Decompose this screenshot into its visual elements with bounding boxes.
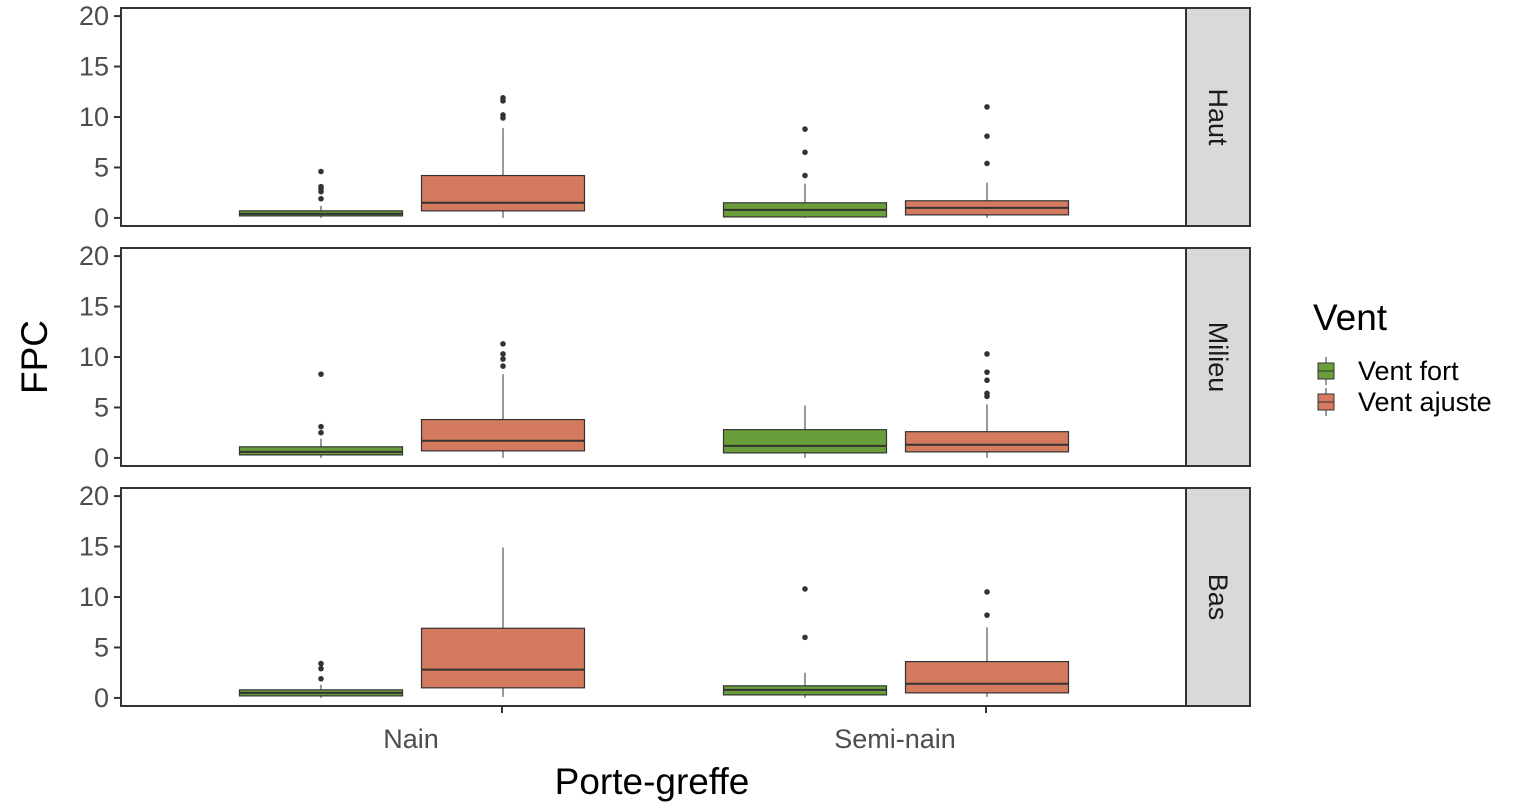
facet-strip <box>1185 7 1251 227</box>
box-semi-nain-vent-fort <box>722 405 888 458</box>
x-axis: Nain Semi-nain <box>383 706 987 754</box>
outlier-point <box>802 586 808 592</box>
y-tick-label: 10 <box>79 102 109 132</box>
y-tick-label: 15 <box>79 292 109 322</box>
panel-border <box>120 7 1187 227</box>
outlier-point <box>318 429 324 436</box>
box-iqr <box>420 627 586 689</box>
facet-strip <box>1185 487 1251 707</box>
legend-title: Vent <box>1313 297 1388 338</box>
outlier-point <box>984 612 990 618</box>
y-axis-title: FPC <box>14 320 55 394</box>
y-tick-label: 5 <box>94 632 109 662</box>
box-semi-nain-vent-ajuste <box>904 589 1070 697</box>
x-tick-label: Nain <box>383 724 439 754</box>
box-iqr <box>420 418 586 452</box>
y-tick-label: 0 <box>94 683 109 713</box>
y-tick-label: 15 <box>79 532 109 562</box>
facet-panel-bas: Bas 0 5 10 15 20 <box>79 481 1251 713</box>
box-nain-vent-ajuste <box>420 547 586 697</box>
box-nain-vent-fort <box>238 168 404 218</box>
box-iqr <box>904 660 1070 694</box>
outlier-point <box>318 168 324 175</box>
outlier-point <box>500 363 506 369</box>
outlier-point <box>318 183 324 190</box>
box-nain-vent-ajuste <box>420 341 586 458</box>
y-tick-label: 0 <box>94 203 109 233</box>
box-nain-vent-fort <box>238 660 404 698</box>
y-tick-label: 20 <box>79 241 109 271</box>
facet-strip <box>1185 247 1251 467</box>
x-tick-label: Semi-nain <box>834 724 956 754</box>
outlier-point <box>318 675 324 682</box>
facet-panel-milieu: Milieu 0 5 10 15 20 <box>79 241 1251 473</box>
outlier-point <box>500 341 506 347</box>
outlier-point <box>318 423 324 430</box>
facet-strip-label: Bas <box>1203 574 1233 621</box>
box-semi-nain-vent-ajuste <box>904 104 1070 218</box>
y-tick-label: 5 <box>94 392 109 422</box>
box-nain-vent-fort <box>238 371 404 458</box>
outlier-point <box>500 112 506 118</box>
outlier-point <box>500 356 506 362</box>
outlier-point <box>984 160 990 167</box>
outlier-point <box>802 126 808 132</box>
y-tick-label: 20 <box>79 481 109 511</box>
legend-label: Vent fort <box>1358 356 1459 386</box>
outlier-point <box>802 634 808 641</box>
outlier-point <box>802 172 808 179</box>
box-semi-nain-vent-ajuste <box>904 351 1070 458</box>
box-iqr <box>420 174 586 212</box>
box-iqr <box>238 446 404 456</box>
y-tick-label: 10 <box>79 582 109 612</box>
box-semi-nain-vent-fort <box>722 586 888 698</box>
outlier-point <box>984 133 990 139</box>
outlier-point <box>984 369 990 375</box>
outlier-point <box>984 377 990 384</box>
facet-panels: Haut 0 5 10 15 20 Milieu 0 5 10 15 20 Bas 0 5 10 15 20 <box>79 1 1251 713</box>
y-tick-label: 5 <box>94 152 109 182</box>
outlier-point <box>500 95 506 101</box>
y-tick-label: 15 <box>79 52 109 82</box>
legend-label: Vent ajuste <box>1358 387 1492 417</box>
outlier-point <box>318 371 324 377</box>
outlier-point <box>318 665 324 672</box>
y-tick-label: 0 <box>94 443 109 473</box>
outlier-point <box>984 104 990 110</box>
facet-strip-label: Haut <box>1203 88 1233 146</box>
y-tick-label: 10 <box>79 342 109 372</box>
outlier-point <box>984 351 990 357</box>
outlier-point <box>318 660 324 667</box>
box-nain-vent-ajuste <box>420 95 586 218</box>
facet-strip-label: Milieu <box>1203 322 1233 393</box>
outlier-point <box>318 195 324 202</box>
outlier-point <box>984 390 990 397</box>
legend-key-vent-ajuste: Vent ajuste <box>1317 387 1492 417</box>
outlier-point <box>984 589 990 595</box>
outlier-point <box>500 351 506 357</box>
legend-key-vent-fort: Vent fort <box>1317 356 1459 386</box>
x-axis-title: Porte-greffe <box>555 761 750 802</box>
box-semi-nain-vent-fort <box>722 126 888 218</box>
y-tick-label: 20 <box>79 1 109 31</box>
box-iqr <box>722 429 888 454</box>
facet-panel-haut: Haut 0 5 10 15 20 <box>79 1 1251 233</box>
box-iqr <box>904 431 1070 453</box>
outlier-point <box>802 149 808 156</box>
